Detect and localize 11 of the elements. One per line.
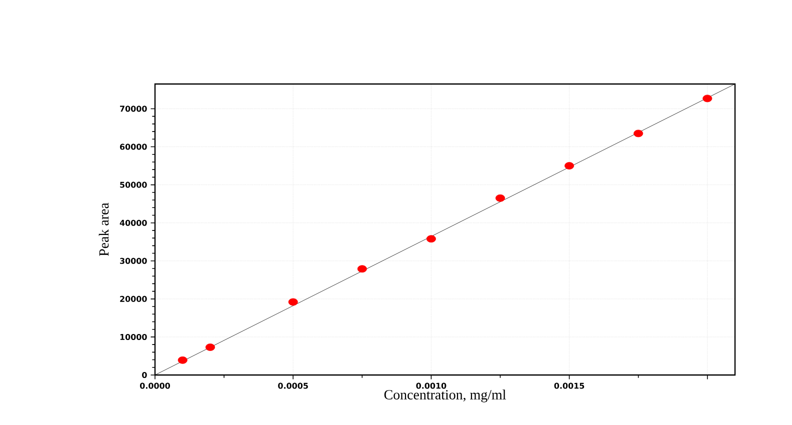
point [702, 94, 712, 102]
point [564, 162, 574, 170]
point [495, 194, 505, 202]
point [357, 265, 367, 273]
point [426, 235, 436, 243]
point [288, 298, 298, 306]
point [178, 356, 188, 364]
x-axis-title: Concentration, mg/ml [384, 390, 506, 402]
point [205, 344, 215, 351]
y-axis-title: Peak area [98, 202, 109, 256]
point [634, 130, 644, 138]
